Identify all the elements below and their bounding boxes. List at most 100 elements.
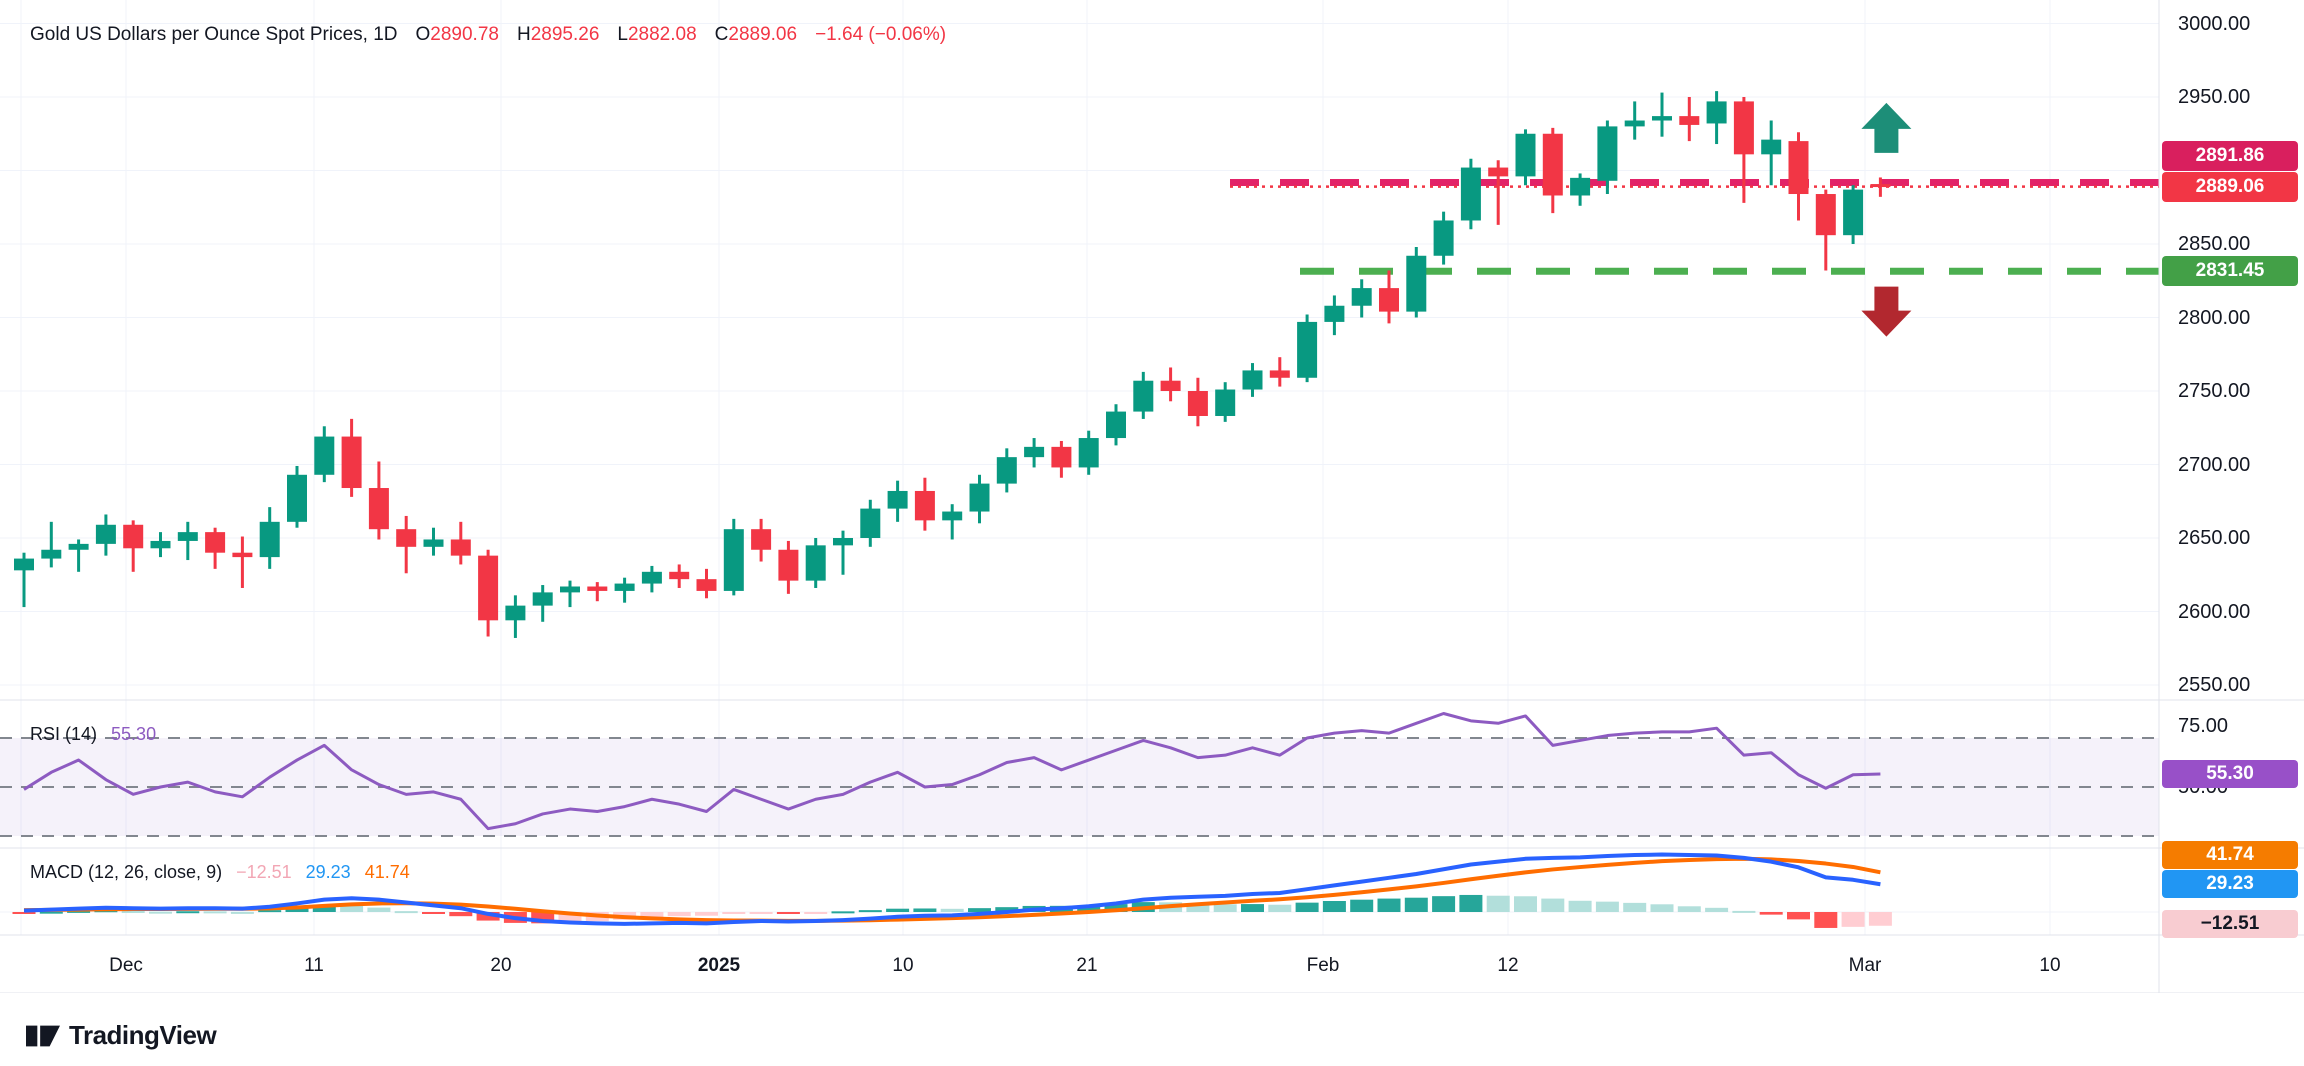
macd-legend: MACD (12, 26, close, 9) −12.51 29.23 41.…	[30, 862, 410, 883]
macd-histogram-bar	[1213, 904, 1237, 912]
candle-body	[860, 508, 881, 538]
candle-body	[942, 511, 963, 521]
macd-histogram-bar	[67, 910, 91, 913]
macd-histogram-bar	[39, 911, 63, 914]
candle-body	[887, 490, 908, 509]
time-axis-label: Mar	[1848, 955, 1882, 976]
candle-body	[723, 529, 744, 591]
macd-legend-hist: −12.51	[236, 862, 292, 882]
macd-histogram-bar	[1350, 899, 1374, 912]
macd-histogram-bar	[1732, 910, 1756, 913]
candle-body	[368, 488, 389, 530]
macd-histogram-bar	[722, 912, 746, 914]
macd-histogram-bar	[340, 904, 364, 912]
candle-body	[1870, 184, 1891, 188]
macd-histogram-bar	[1868, 912, 1892, 926]
time-axis-label: 12	[1497, 955, 1519, 976]
tradingview-logo[interactable]: TradingView	[26, 1020, 217, 1051]
candle-body	[1297, 321, 1318, 378]
candle-body	[1187, 391, 1208, 416]
macd-histogram-bar	[1787, 912, 1810, 920]
price-axis-label: 2600.00	[2178, 600, 2251, 623]
macd-histogram-bar	[1077, 905, 1101, 912]
candle-body	[341, 436, 362, 489]
candle-body	[560, 586, 580, 593]
price-axis[interactable]: 3000.00 2950.00 2850.00 2800.00 2750.00 2700.…	[2159, 0, 2304, 993]
macd-histogram-bar	[1322, 901, 1346, 912]
macd-histogram-bar	[531, 912, 555, 924]
time-axis-label: 11	[304, 955, 324, 976]
macd-histogram-bar	[667, 912, 691, 917]
macd-histogram-bar	[1541, 898, 1565, 912]
candle-body	[150, 540, 171, 549]
macd-histogram-bar	[1841, 912, 1865, 927]
macd-legend-signal: 41.74	[364, 862, 410, 882]
macd-line	[23, 852, 1881, 926]
candle-body	[1488, 167, 1509, 177]
price-axis-label: 2850.00	[2178, 233, 2251, 255]
rsi-line	[23, 712, 1881, 831]
macd-histogram-bar	[230, 911, 254, 914]
macd-legend-label: MACD (12, 26, close, 9)	[30, 862, 223, 882]
candle-body	[505, 605, 526, 621]
candle-body	[1652, 116, 1672, 121]
price-change: −1.64 (−0.06%)	[815, 24, 947, 45]
candle-body	[1679, 116, 1700, 125]
candle-body	[1051, 446, 1072, 468]
candle-body	[1106, 411, 1126, 439]
macd-histogram-bar	[640, 912, 664, 918]
candle-body	[41, 549, 62, 559]
candle-body	[205, 532, 226, 553]
rsi-legend-value: 55.30	[111, 724, 157, 744]
macd-histogram-bar	[422, 912, 445, 914]
macd-histogram-bar	[1814, 912, 1838, 928]
macd-signal-badge: 41.74	[2162, 841, 2298, 870]
chart-canvas[interactable]	[0, 0, 2304, 993]
macd-histogram-bar	[1677, 906, 1701, 912]
macd-histogram-bar	[695, 912, 718, 916]
candle-body	[532, 592, 553, 606]
candle-body	[1242, 370, 1263, 390]
candle-body	[1706, 101, 1727, 124]
candle-body	[396, 529, 417, 547]
macd-histogram-bar	[1268, 904, 1292, 912]
macd-histogram-bar	[1486, 895, 1510, 912]
macd-histogram-bar	[913, 908, 937, 912]
candle-body	[1515, 133, 1536, 177]
macd-histogram-bar	[1404, 897, 1428, 912]
time-axis-label: 10	[892, 955, 914, 976]
price-axis-label: 2550.00	[2178, 674, 2251, 696]
candle-body	[969, 483, 990, 512]
macd-histogram-bar	[449, 912, 473, 917]
candle-body	[314, 436, 335, 475]
arrow-down-icon	[1861, 286, 1912, 337]
price-axis-label: 3000.00	[2178, 12, 2251, 35]
candle-body	[1433, 220, 1454, 256]
price-axis-label: 2950.00	[2178, 86, 2251, 108]
macd-histogram-bar	[285, 907, 309, 912]
candle-body	[1160, 380, 1181, 391]
time-axis-label: 20	[490, 955, 512, 976]
candle-body	[478, 555, 499, 621]
symbol-title: Gold US Dollars per Ounce Spot Prices, 1…	[30, 24, 398, 45]
candle-body	[177, 532, 198, 541]
macd-histogram-bar	[1623, 902, 1647, 912]
macd-histogram-bar	[1705, 907, 1729, 912]
candle-body	[232, 552, 253, 558]
candle-body	[1788, 141, 1809, 195]
time-axis-label: 21	[1076, 955, 1098, 976]
macd-histogram-bar	[749, 912, 773, 914]
candle-body	[1843, 189, 1864, 236]
time-axis-label: 2025	[697, 955, 741, 976]
ohlc-high: H2895.26	[516, 24, 600, 45]
candle-body	[1570, 177, 1591, 196]
candle-body	[1460, 167, 1481, 221]
time-axis[interactable]: Dec 11 20 2025 10 21 Feb 12 Mar 10	[0, 935, 2304, 993]
macd-histogram-bar	[1568, 900, 1592, 912]
macd-histogram-bar	[476, 912, 500, 921]
candle-body	[996, 457, 1017, 484]
candle-body	[123, 524, 144, 549]
macd-histogram-bar	[176, 911, 200, 914]
time-axis-label: 10	[2039, 955, 2061, 976]
candle-body	[805, 545, 826, 581]
